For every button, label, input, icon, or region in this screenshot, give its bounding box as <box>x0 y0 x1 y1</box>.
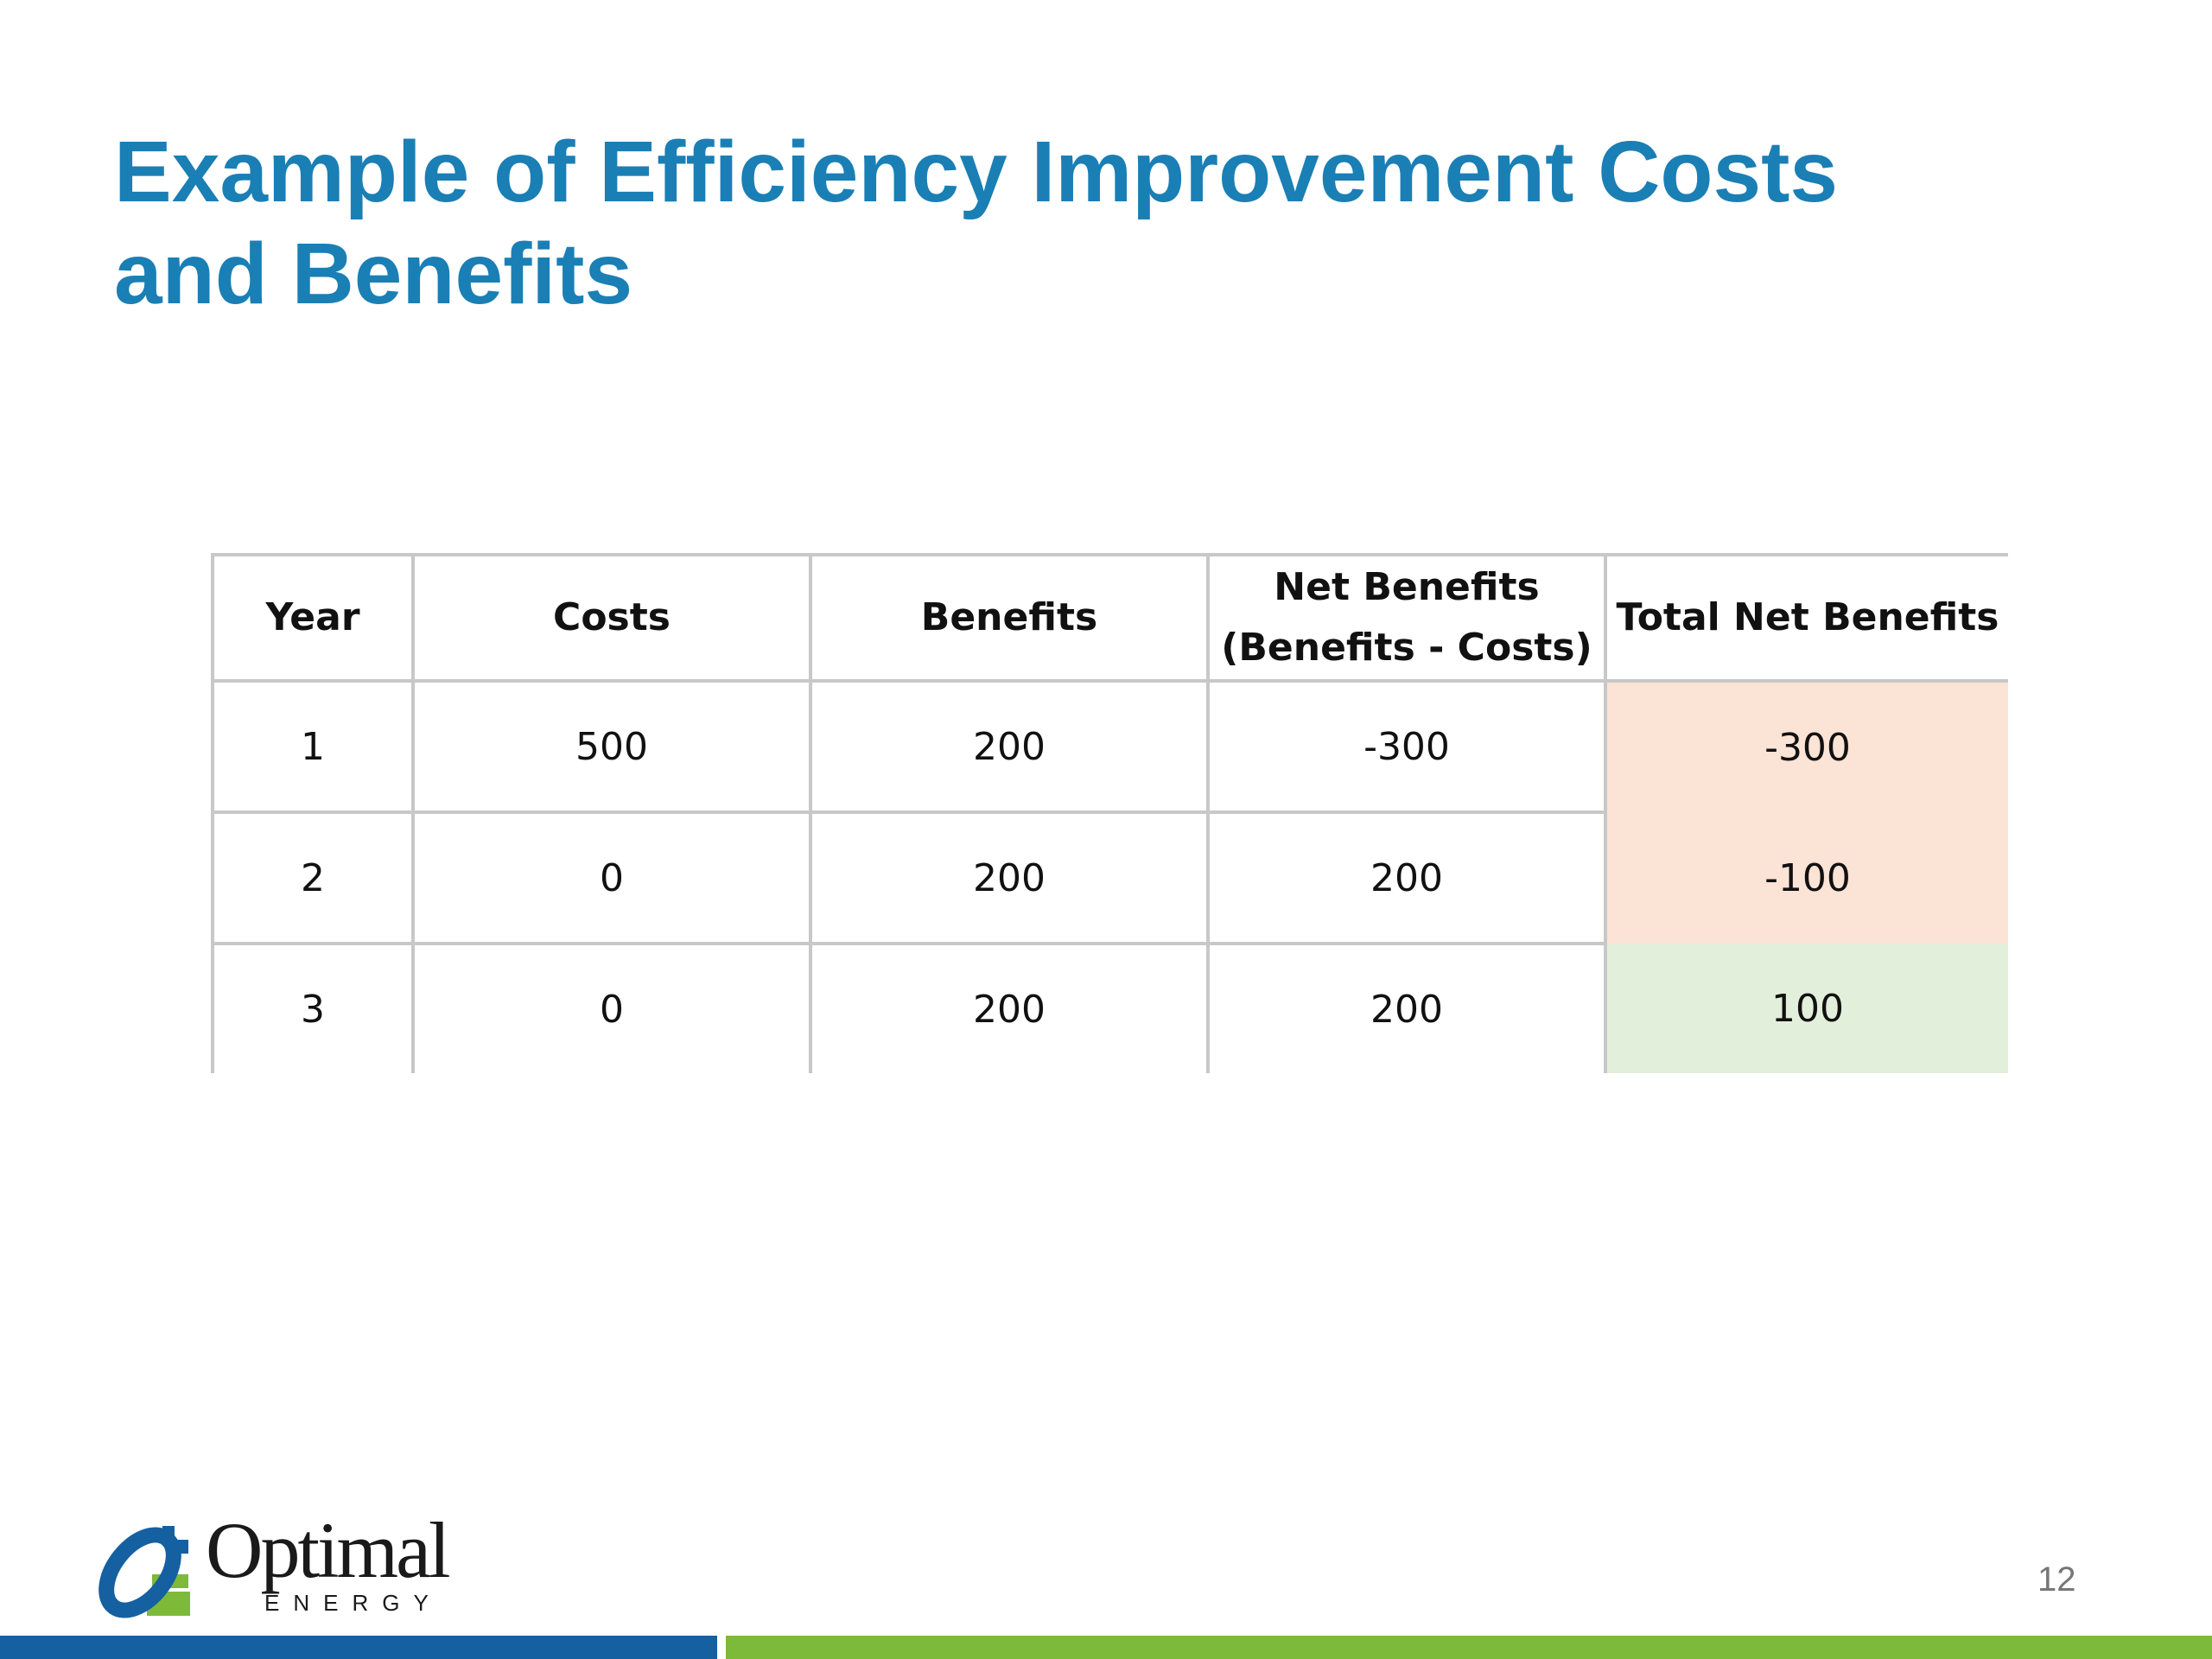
cost-benefit-table: Year Costs Benefits Net Benefits (Benefi… <box>211 553 2008 1073</box>
cell-total-net-benefits: -300 <box>1605 681 2008 812</box>
cell-year: 1 <box>211 679 415 814</box>
logo-emblem-icon <box>99 1526 190 1618</box>
table-header-row: Year Costs Benefits Net Benefits (Benefi… <box>211 553 2008 683</box>
header-total-net-benefits: Total Net Benefits <box>1604 553 2008 683</box>
header-net-benefits: Net Benefits (Benefits - Costs) <box>1206 553 1607 683</box>
footer-bar-green <box>726 1636 2212 1659</box>
cell-net-benefits: -300 <box>1206 679 1607 814</box>
cell-net-benefits: 200 <box>1206 810 1607 945</box>
cell-costs: 0 <box>411 942 812 1073</box>
optimal-energy-logo: Optimal ENERGY <box>95 1507 458 1619</box>
cell-net-benefits: 200 <box>1206 942 1607 1073</box>
cell-year: 2 <box>211 810 415 945</box>
table-row: 1 500 200 -300 -300 <box>211 679 2008 814</box>
header-benefits: Benefits <box>809 553 1210 683</box>
slide-title-line-1: Example of Efficiency Improvement Costs <box>114 124 1839 220</box>
logo-word: Optimal <box>206 1506 451 1594</box>
cell-total-net-benefits: -100 <box>1605 812 2008 944</box>
header-net-benefits-line-1: Net Benefits <box>1274 565 1540 609</box>
header-costs: Costs <box>411 553 812 683</box>
footer-bar-blue <box>0 1636 717 1659</box>
cell-total-net-benefits: 100 <box>1605 944 2008 1073</box>
header-net-benefits-line-2: (Benefits - Costs) <box>1221 626 1592 670</box>
slide-title-line-2: and Benefits <box>114 226 633 322</box>
slide-title: Example of Efficiency Improvement Costs … <box>114 121 2015 325</box>
cell-benefits: 200 <box>809 810 1210 945</box>
header-year: Year <box>211 553 415 683</box>
cell-costs: 0 <box>411 810 812 945</box>
table-row: 2 0 200 200 -100 <box>211 810 2008 945</box>
cell-benefits: 200 <box>809 679 1210 814</box>
cell-benefits: 200 <box>809 942 1210 1073</box>
cell-year: 3 <box>211 942 415 1073</box>
page-number: 12 <box>2037 1560 2076 1599</box>
logo-subtitle: ENERGY <box>264 1590 442 1616</box>
table-row: 3 0 200 200 100 <box>211 942 2008 1073</box>
cell-costs: 500 <box>411 679 812 814</box>
